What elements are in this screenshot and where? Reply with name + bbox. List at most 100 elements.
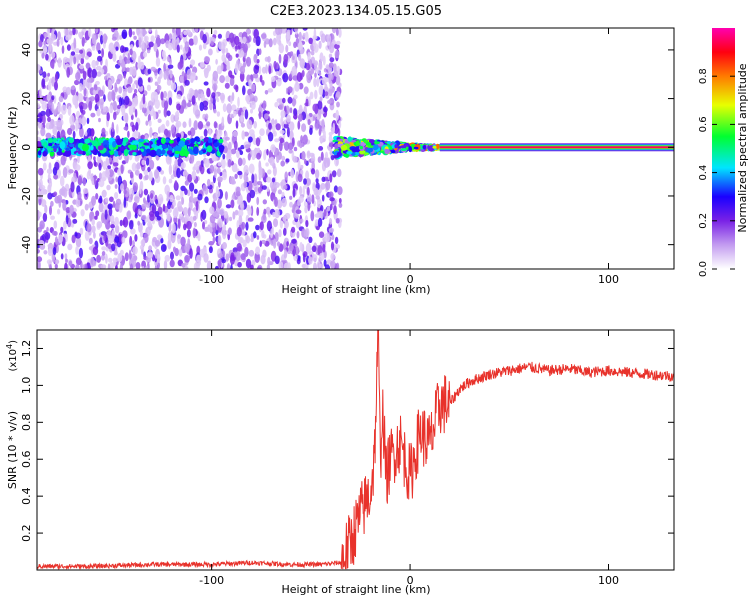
spectrogram-noise-mark <box>46 259 53 265</box>
spectrogram-noise-mark <box>66 67 71 78</box>
spectrogram-noise-mark <box>124 95 130 106</box>
spectrogram-noise-mark <box>256 235 260 240</box>
spectrogram-noise-mark <box>190 59 196 66</box>
spectrogram-noise-mark <box>254 186 258 193</box>
spectrogram-noise-mark <box>256 152 261 160</box>
spectrogram-noise-mark <box>204 113 209 120</box>
spectrogram-noise-mark <box>50 33 57 41</box>
spectrogram-noise-mark <box>272 211 276 218</box>
spectrogram-noise-mark <box>68 169 74 174</box>
spectrogram-noise-mark <box>216 111 221 117</box>
spectrogram-noise-mark <box>338 28 342 38</box>
spectrogram-noise-mark <box>209 164 215 174</box>
spectrogram-noise-mark <box>229 254 235 265</box>
spectrogram-noise-mark <box>247 217 254 222</box>
spectrogram-noise-mark <box>237 157 243 167</box>
spectrogram-noise-mark <box>276 155 280 164</box>
spectrogram-noise-mark <box>270 228 274 239</box>
spectrogram-noise-mark <box>230 148 237 155</box>
spectrogram-band-mark <box>52 145 59 149</box>
spectrogram-noise-mark <box>139 101 143 111</box>
spectrogram-noise-mark <box>112 257 117 267</box>
spectrogram-noise-mark <box>134 155 140 162</box>
spectrogram-noise-mark <box>49 264 53 269</box>
spectrogram-noise-mark <box>242 36 247 44</box>
spectrogram-noise-mark <box>170 232 176 244</box>
spectrogram-noise-mark <box>245 94 251 103</box>
spectrogram-noise-mark <box>283 249 288 259</box>
spectrogram-noise-mark <box>297 256 301 262</box>
spectrogram-noise-mark <box>217 259 222 268</box>
spectrogram-noise-mark <box>249 93 255 99</box>
spectrogram-noise-mark <box>78 117 82 124</box>
spectrogram-noise-mark <box>124 112 129 124</box>
spectrogram-noise-mark <box>150 35 155 43</box>
spectrogram-noise-mark <box>278 141 283 152</box>
spectrogram-band-mark <box>48 142 53 147</box>
spectrogram-noise-mark <box>323 209 327 217</box>
spectrogram-transition-mark <box>351 147 358 153</box>
spectrogram-noise-mark <box>82 177 87 187</box>
spectrogram-transition-mark <box>400 147 408 152</box>
spectrogram-noise-mark <box>301 123 307 132</box>
spectrogram-noise-mark <box>274 255 280 265</box>
spectrogram-noise-mark <box>78 53 82 61</box>
spectrogram-noise-mark <box>159 69 163 79</box>
spectrogram-noise-mark <box>110 47 116 55</box>
spectrogram-noise-mark <box>56 194 63 204</box>
spectrogram-noise-mark <box>232 193 235 200</box>
spectrogram-noise-mark <box>155 29 158 38</box>
spectrogram-noise-mark <box>314 169 320 179</box>
spectrogram-noise-mark <box>239 65 246 75</box>
svg-text:(x104): (x104) <box>5 340 19 372</box>
snr-y-label: SNR (10 * v/v) <box>6 411 19 489</box>
spectrogram-noise-mark <box>317 217 323 227</box>
spectrogram-noise-mark <box>91 45 96 51</box>
spectrogram-noise-mark <box>273 218 278 228</box>
spectrogram-noise-mark <box>193 89 199 99</box>
spectrogram-noise-mark <box>123 189 127 195</box>
spectrogram-noise-mark <box>267 56 271 63</box>
spectrogram-noise-mark <box>42 71 47 78</box>
spectrogram-transition-mark <box>368 139 375 144</box>
spectrogram-noise-mark <box>302 253 306 263</box>
spectrogram-noise-mark <box>98 172 103 180</box>
spectrogram-noise-mark <box>157 109 161 114</box>
spectrogram-noise-mark <box>162 176 167 185</box>
spectrogram-noise-mark <box>169 194 174 203</box>
spectrogram-noise-mark <box>278 43 285 54</box>
spectrogram-noise-mark <box>38 211 42 218</box>
spectrogram-noise-mark <box>112 162 119 167</box>
spectrogram-noise-mark <box>296 72 303 82</box>
spectrogram-noise-mark <box>318 146 324 151</box>
spectrogram-noise-mark <box>47 243 53 248</box>
spectrogram-noise-mark <box>160 237 164 244</box>
spectrogram-noise-mark <box>47 173 51 181</box>
spectrogram-noise-mark <box>287 185 291 191</box>
spectrogram-noise-mark <box>127 130 130 138</box>
spectrogram-noise-mark <box>276 199 283 209</box>
spectrogram-noise-mark <box>206 121 211 127</box>
spectrogram-noise-mark <box>216 97 220 103</box>
spectrogram-noise-mark <box>113 251 118 256</box>
spectrogram-noise-mark <box>171 223 176 234</box>
spectrogram-noise-mark <box>91 34 96 45</box>
spectrogram-noise-mark <box>274 101 279 108</box>
spectrogram-noise-mark <box>40 110 46 117</box>
spectrogram-noise-mark <box>331 127 335 135</box>
spectrogram-noise-mark <box>84 55 89 60</box>
spectrogram-noise-mark <box>193 120 198 131</box>
spectrogram-noise-mark <box>154 81 159 86</box>
spectrogram-noise-mark <box>50 215 55 220</box>
spectrogram-noise-mark <box>220 63 224 71</box>
spectrogram-noise-mark <box>115 265 118 269</box>
spectrogram-noise-mark <box>318 71 322 76</box>
spectrogram-noise-mark <box>167 64 174 69</box>
spectrogram-noise-mark <box>300 164 304 170</box>
spectrogram-noise-mark <box>222 229 227 240</box>
spectrogram-noise-mark <box>75 72 81 81</box>
spectrogram-noise-mark <box>250 108 253 114</box>
spectrogram-noise-mark <box>293 114 298 120</box>
spectrogram-noise-mark <box>318 231 325 238</box>
spectrogram-noise-mark <box>38 69 43 74</box>
